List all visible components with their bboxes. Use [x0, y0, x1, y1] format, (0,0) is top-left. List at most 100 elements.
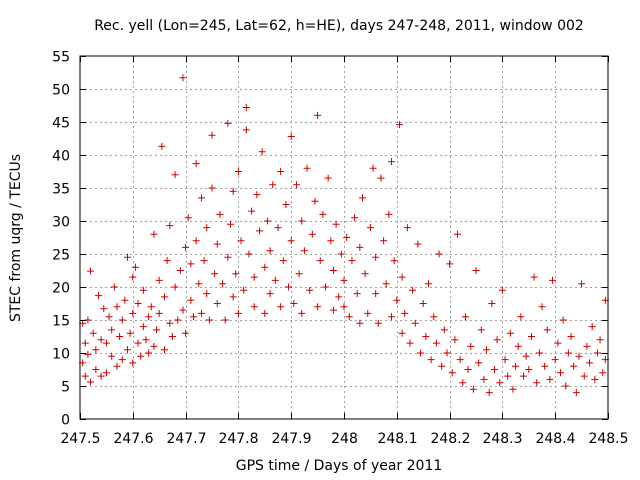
data-point	[596, 336, 604, 344]
data-point	[163, 257, 171, 265]
x-tick-label: 247.8	[218, 431, 258, 447]
data-point	[234, 309, 242, 317]
data-point	[543, 326, 551, 334]
data-point	[448, 369, 456, 377]
data-point	[292, 181, 300, 189]
data-point	[446, 260, 454, 268]
data-point	[287, 133, 295, 141]
data-point	[211, 270, 219, 278]
data-point	[279, 257, 287, 265]
x-tick-label: 247.6	[113, 431, 153, 447]
data-point	[242, 103, 250, 111]
data-point	[440, 326, 448, 334]
data-point	[570, 362, 578, 370]
data-point	[174, 316, 182, 324]
data-point	[517, 313, 525, 321]
data-point	[226, 220, 234, 228]
data-point	[329, 306, 337, 314]
data-point	[467, 342, 475, 350]
data-point	[232, 270, 240, 278]
data-point	[203, 224, 211, 232]
data-point	[351, 214, 359, 222]
data-point	[182, 329, 190, 337]
data-point	[388, 158, 396, 166]
data-point	[137, 352, 145, 360]
x-tick-label: 248	[331, 431, 358, 447]
x-tick-label: 248.4	[535, 431, 575, 447]
data-point	[456, 356, 464, 364]
data-point	[205, 316, 213, 324]
data-point	[490, 366, 498, 373]
data-point	[583, 342, 591, 350]
data-point	[366, 224, 374, 232]
x-tick-label: 248.3	[482, 431, 522, 447]
data-point	[142, 336, 150, 344]
data-point	[113, 303, 121, 311]
data-point	[295, 270, 303, 278]
data-point	[192, 237, 200, 245]
data-point	[190, 313, 198, 321]
data-point	[153, 326, 161, 334]
data-point	[586, 359, 594, 367]
data-point	[124, 346, 132, 354]
data-point	[208, 131, 216, 139]
y-axis-label: STEC from uqrg / TECUs	[8, 154, 24, 322]
data-point	[182, 243, 190, 251]
data-point	[372, 253, 380, 261]
data-point	[504, 372, 512, 380]
data-point	[356, 319, 364, 327]
data-point	[139, 323, 147, 331]
data-point	[97, 336, 105, 344]
data-point	[287, 237, 295, 245]
data-point	[488, 300, 496, 307]
data-point	[464, 366, 472, 373]
data-point	[348, 257, 356, 265]
data-point	[105, 313, 113, 321]
data-point	[155, 309, 163, 317]
data-point	[229, 187, 237, 195]
x-tick-label: 247.5	[60, 431, 100, 447]
data-point	[522, 352, 530, 360]
data-point	[562, 382, 570, 390]
data-point	[567, 333, 575, 340]
data-point	[271, 276, 279, 284]
data-point	[477, 326, 485, 334]
data-point	[322, 283, 330, 291]
y-tick-label: 50	[52, 83, 70, 99]
x-tick-label: 248.1	[377, 431, 417, 447]
data-point	[139, 286, 147, 294]
data-point	[358, 194, 366, 202]
data-point	[240, 286, 248, 294]
data-point	[121, 296, 129, 304]
data-point	[393, 296, 401, 304]
data-point	[514, 342, 522, 350]
data-point	[424, 280, 432, 288]
data-point	[535, 349, 543, 357]
data-point	[160, 293, 168, 301]
data-point	[409, 286, 417, 294]
grid-lines	[80, 56, 608, 419]
y-tick-label: 0	[61, 413, 70, 429]
data-point	[398, 273, 406, 281]
data-point	[203, 290, 211, 298]
data-point	[335, 293, 343, 301]
data-point	[108, 352, 116, 360]
data-point	[340, 276, 348, 284]
data-point	[126, 329, 134, 337]
data-point	[219, 280, 227, 288]
data-point	[340, 303, 348, 311]
data-point	[250, 273, 258, 281]
data-point	[308, 230, 316, 238]
data-point	[97, 372, 105, 380]
data-point	[533, 379, 541, 387]
data-point	[390, 257, 398, 265]
data-point	[274, 224, 282, 232]
data-point	[221, 316, 229, 324]
data-point	[551, 356, 559, 364]
data-point	[208, 184, 216, 192]
data-point	[572, 389, 580, 397]
data-point	[150, 342, 158, 350]
x-tick-label: 248.2	[430, 431, 470, 447]
data-point	[263, 217, 271, 225]
data-point	[81, 372, 89, 380]
